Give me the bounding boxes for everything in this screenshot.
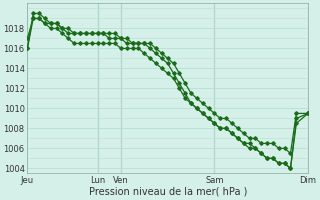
X-axis label: Pression niveau de la mer( hPa ): Pression niveau de la mer( hPa ) xyxy=(89,187,247,197)
